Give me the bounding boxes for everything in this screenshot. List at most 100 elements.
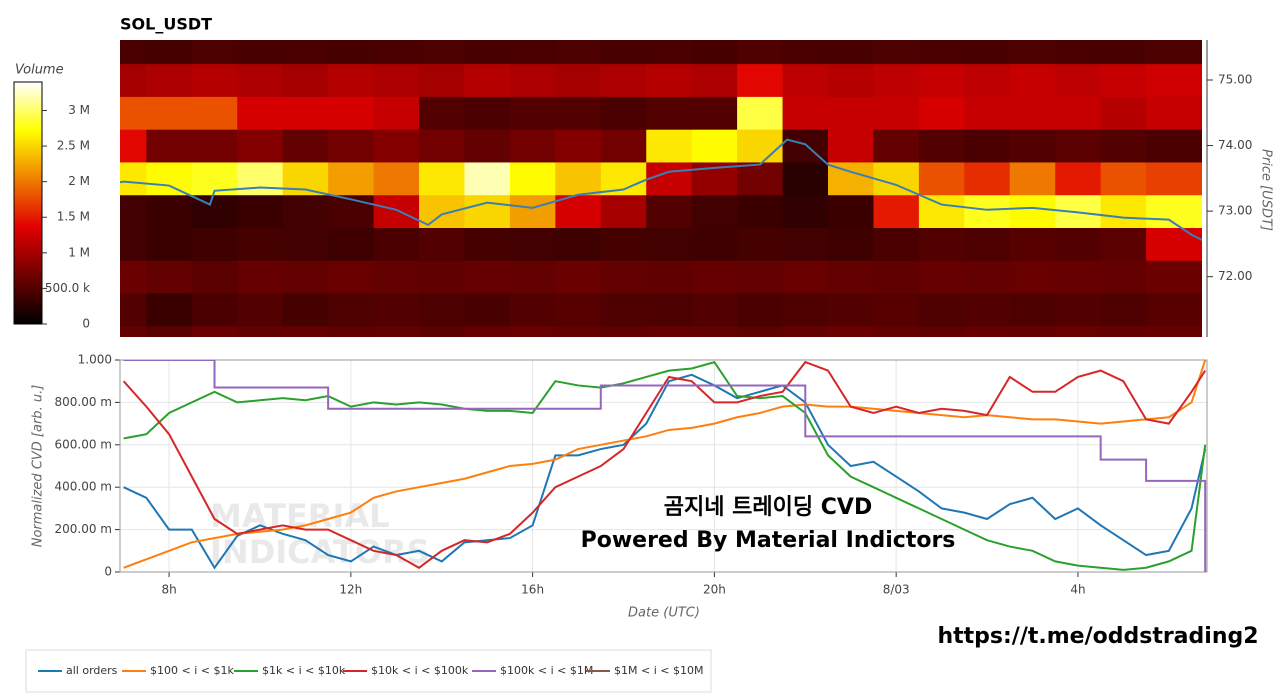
heatmap-cell bbox=[737, 63, 784, 97]
heatmap-cell bbox=[328, 293, 375, 327]
heatmap-cell bbox=[419, 161, 465, 196]
heatmap-cell bbox=[237, 260, 284, 294]
heatmap-cell bbox=[691, 293, 738, 327]
series-line bbox=[123, 360, 1207, 571]
y-tick-label: 400.00 m bbox=[55, 480, 113, 494]
heatmap-cell bbox=[646, 96, 693, 130]
heatmap-cell bbox=[1009, 63, 1056, 97]
heatmap-cell bbox=[873, 96, 920, 130]
heatmap-cell bbox=[509, 40, 556, 65]
heatmap-cell bbox=[191, 96, 238, 130]
heatmap-cell bbox=[419, 96, 465, 130]
heatmap-cell bbox=[918, 96, 965, 130]
heatmap-cell bbox=[828, 293, 874, 327]
heatmap-cell bbox=[1146, 129, 1202, 163]
heatmap-cell bbox=[120, 227, 147, 261]
heatmap-cell bbox=[191, 40, 238, 65]
series-line bbox=[123, 360, 1207, 572]
heatmap-cell bbox=[646, 227, 693, 261]
heatmap-cell bbox=[737, 96, 784, 130]
heatmap-cell bbox=[1055, 40, 1102, 65]
heatmap-cell bbox=[600, 293, 647, 327]
legend-label: all orders bbox=[66, 664, 118, 677]
heatmap-cell bbox=[464, 96, 511, 130]
heatmap-cell bbox=[600, 194, 647, 229]
heatmap-cell bbox=[828, 227, 874, 261]
heatmap-cell bbox=[1100, 161, 1147, 196]
heatmap-cell bbox=[691, 96, 738, 130]
heatmap-cell bbox=[555, 161, 602, 196]
heatmap-cell bbox=[782, 260, 829, 294]
heatmap-cell bbox=[600, 96, 647, 130]
heatmap-cell bbox=[600, 227, 647, 261]
heatmap-cell bbox=[828, 325, 874, 337]
heatmap-cell bbox=[509, 260, 556, 294]
series-line bbox=[123, 360, 1207, 569]
heatmap-cell bbox=[873, 129, 920, 163]
heatmap-cell bbox=[691, 260, 738, 294]
heatmap-cell bbox=[737, 129, 784, 163]
heatmap-cell bbox=[328, 40, 375, 65]
heatmap-cell bbox=[1146, 260, 1202, 294]
heatmap-cell bbox=[419, 325, 465, 337]
heatmap-cell bbox=[146, 63, 193, 97]
heatmap-cell bbox=[509, 96, 556, 130]
heatmap-cell bbox=[120, 129, 147, 163]
y-tick-label: 73.00 bbox=[1218, 204, 1252, 218]
heatmap-cell bbox=[918, 227, 965, 261]
heatmap-cell bbox=[918, 40, 965, 65]
heatmap-cell bbox=[1100, 325, 1147, 337]
plot-frame bbox=[119, 359, 1208, 573]
heatmap-cell bbox=[146, 129, 193, 163]
y-tick-label: 800.00 m bbox=[55, 395, 113, 409]
heatmap-cell bbox=[737, 161, 784, 196]
y-tick-label: 600.00 m bbox=[55, 437, 113, 451]
heatmap-cell bbox=[918, 63, 965, 97]
heatmap-cell bbox=[373, 129, 420, 163]
heatmap-cell bbox=[146, 194, 193, 229]
heatmap-cell bbox=[646, 129, 693, 163]
heatmap-cell bbox=[120, 194, 147, 229]
heatmap-cell bbox=[600, 260, 647, 294]
heatmap-cell bbox=[873, 260, 920, 294]
x-tick-label: 20h bbox=[703, 583, 726, 597]
heatmap-cell bbox=[120, 293, 147, 327]
heatmap-cell bbox=[1055, 96, 1102, 130]
heatmap-cell bbox=[964, 293, 1011, 327]
heatmap-cell bbox=[328, 129, 375, 163]
heatmap-cell bbox=[737, 293, 784, 327]
legend-label: $1k < i < $10k bbox=[262, 664, 346, 677]
heatmap-cell bbox=[873, 227, 920, 261]
heatmap-cell bbox=[782, 194, 829, 229]
heatmap-cell bbox=[237, 325, 284, 337]
heatmap-cell bbox=[237, 63, 284, 97]
heatmap-cell bbox=[237, 161, 284, 196]
price-line bbox=[120, 138, 1202, 241]
heatmap-cell bbox=[964, 96, 1011, 130]
chart-title: SOL_USDT bbox=[120, 15, 212, 34]
heatmap-cell bbox=[1146, 40, 1202, 65]
heatmap-cell bbox=[873, 40, 920, 65]
heatmap-cell bbox=[646, 161, 693, 196]
heatmap-cell bbox=[146, 40, 193, 65]
heatmap-cell bbox=[646, 63, 693, 97]
heatmap-cell bbox=[509, 325, 556, 337]
heatmap-cell bbox=[1055, 227, 1102, 261]
legend-label: $10k < i < $100k bbox=[371, 664, 469, 677]
heatmap-cell bbox=[964, 161, 1011, 196]
heatmap-cell bbox=[555, 194, 602, 229]
heatmap-cell bbox=[1146, 227, 1202, 261]
y-tick-label: 200.00 m bbox=[55, 522, 113, 536]
heatmap-cell bbox=[509, 227, 556, 261]
heatmap-cell bbox=[120, 40, 147, 65]
heatmap-cell bbox=[964, 227, 1011, 261]
heatmap-cell bbox=[120, 96, 147, 130]
heatmap-cell bbox=[737, 325, 784, 337]
heatmap-cell bbox=[120, 325, 147, 337]
heatmap-cell bbox=[555, 96, 602, 130]
heatmap-cell bbox=[282, 293, 329, 327]
heatmap-cell bbox=[237, 40, 284, 65]
heatmap-cell bbox=[873, 194, 920, 229]
colorbar-tick-label: 0 bbox=[82, 317, 90, 331]
